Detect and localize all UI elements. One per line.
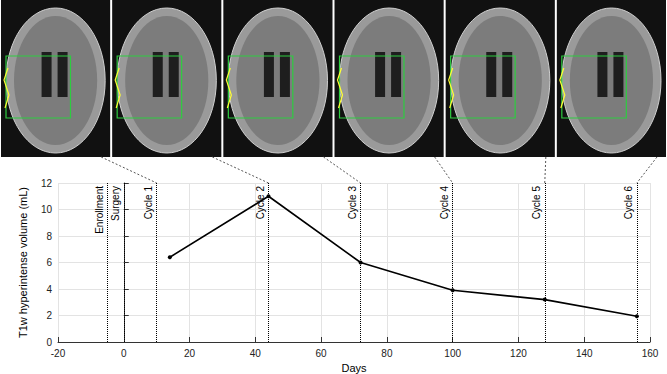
svg-text:4: 4 [46, 284, 52, 295]
svg-text:140: 140 [576, 348, 593, 359]
svg-text:Cycle 5: Cycle 5 [531, 186, 542, 220]
svg-text:2: 2 [46, 310, 52, 321]
svg-text:0: 0 [121, 348, 127, 359]
svg-text:8: 8 [46, 231, 52, 242]
svg-text:100: 100 [444, 348, 461, 359]
svg-text:120: 120 [510, 348, 527, 359]
svg-text:0: 0 [46, 337, 52, 348]
svg-text:20: 20 [184, 348, 196, 359]
svg-text:6: 6 [46, 257, 52, 268]
svg-text:-20: -20 [51, 348, 66, 359]
svg-text:Cycle 3: Cycle 3 [347, 186, 358, 220]
svg-text:60: 60 [316, 348, 328, 359]
svg-text:Cycle 2: Cycle 2 [255, 186, 266, 220]
svg-text:Cycle 6: Cycle 6 [623, 186, 634, 220]
svg-text:40: 40 [250, 348, 262, 359]
svg-text:10: 10 [41, 204, 53, 215]
svg-text:T1w hyperintense volume (mL): T1w hyperintense volume (mL) [17, 187, 29, 338]
svg-text:Surgery: Surgery [110, 186, 121, 221]
svg-text:Cycle 1: Cycle 1 [143, 186, 154, 220]
svg-text:80: 80 [381, 348, 393, 359]
svg-text:12: 12 [41, 178, 53, 189]
svg-text:160: 160 [642, 348, 659, 359]
svg-text:Enrollment: Enrollment [94, 186, 105, 234]
svg-text:Cycle 4: Cycle 4 [439, 186, 450, 220]
svg-text:Days: Days [341, 362, 367, 374]
